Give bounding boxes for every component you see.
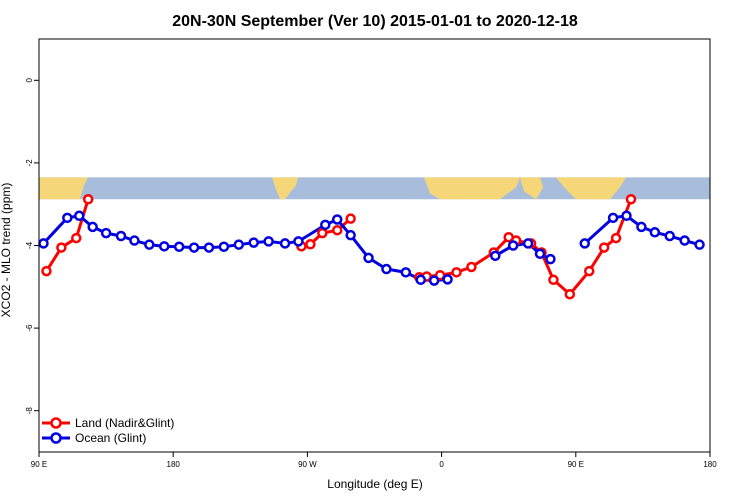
series-1-point-17: [293, 236, 304, 247]
series-0-point-1: [56, 242, 67, 253]
series-points: [38, 193, 705, 300]
series-1-point-30: [534, 248, 546, 260]
map-ocean: [39, 177, 710, 200]
series-1-point-14: [248, 237, 259, 248]
series-0-point-21: [583, 265, 595, 277]
series-1-point-4: [100, 227, 112, 239]
series-1-point-18: [320, 219, 331, 231]
series-1-point-25: [428, 275, 440, 286]
x-tick-label-2: 90 W: [298, 460, 317, 469]
map-land-4: [556, 177, 626, 200]
x-axis-label: Longitude (deg E): [327, 477, 422, 491]
series-1-point-37: [664, 230, 675, 242]
y-tick-label-0: 0: [25, 78, 34, 83]
x-tick-label-3: 0: [439, 460, 444, 469]
series-1-point-29: [522, 238, 534, 249]
legend-item-land: Land (Nadir&Glint): [42, 416, 174, 430]
series-1-point-31: [545, 253, 556, 265]
series-1-point-12: [218, 241, 230, 252]
map-land-0: [39, 177, 88, 200]
x-tick-label-5: 180: [703, 460, 717, 469]
series-1-point-38: [679, 235, 690, 246]
series-1-point-34: [621, 210, 632, 222]
series-1-point-26: [442, 274, 453, 285]
series-0-point-19: [548, 274, 559, 286]
series-1-point-11: [203, 242, 215, 253]
series-1-point-23: [400, 267, 412, 278]
plot-area: [38, 38, 711, 453]
series-1-point-21: [363, 252, 374, 264]
series-1-point-35: [636, 221, 647, 233]
legend-item-ocean: Ocean (Glint): [42, 431, 146, 445]
series-0-point-0: [41, 265, 52, 277]
series-1-point-6: [129, 235, 140, 246]
series-1-point-32: [579, 238, 590, 249]
series-1-point-16: [279, 238, 291, 249]
series-1-point-7: [144, 239, 155, 250]
series-1-point-3: [87, 221, 98, 233]
series-1-point-1: [62, 212, 73, 224]
series-0-point-7: [331, 224, 343, 236]
series-0-point-2: [71, 232, 82, 244]
y-tick-label-3: -6: [25, 324, 34, 332]
series-0-point-23: [610, 232, 622, 244]
x-axis: 90 E 180 90 W 0 90 E 180: [31, 452, 717, 469]
series-0-point-8: [345, 213, 356, 224]
series-1-point-10: [188, 242, 200, 253]
legend-label-land: Land (Nadir&Glint): [75, 416, 174, 430]
y-axis-label: XCO2 - MLO trend (ppm): [0, 183, 13, 318]
series-0-point-5: [305, 239, 316, 250]
y-tick-label-1: -2: [25, 159, 34, 167]
series-1-point-19: [331, 214, 343, 225]
series-1-point-15: [263, 236, 274, 247]
series-1-point-28: [507, 240, 519, 251]
legend: Land (Nadir&Glint) Ocean (Glint): [42, 416, 174, 445]
map-land-1: [272, 177, 298, 200]
series-0-point-3: [82, 193, 94, 205]
x-tick-label-4: 90 E: [568, 460, 584, 469]
series-1-point-24: [415, 274, 426, 286]
x-tick-label-1: 180: [167, 460, 181, 469]
series-0-point-13: [466, 261, 477, 273]
series-1-point-8: [159, 241, 170, 252]
series-1-point-33: [607, 212, 619, 224]
series-1-point-2: [74, 210, 85, 222]
series-0-point-6: [317, 227, 328, 239]
y-tick-label-2: -4: [25, 241, 34, 249]
map-land-2: [424, 177, 520, 200]
series-0-point-20: [564, 288, 576, 300]
series-1-point-36: [649, 227, 661, 238]
plot-frame: [38, 38, 711, 453]
chart-title: 20N-30N September (Ver 10) 2015-01-01 to…: [172, 13, 578, 30]
map-land-3: [520, 177, 543, 200]
series-1-point-9: [173, 241, 185, 252]
series-1-point-13: [233, 239, 245, 250]
legend-label-ocean: Ocean (Glint): [75, 431, 146, 445]
series-1-point-0: [38, 238, 49, 249]
series-1-point-20: [345, 229, 356, 241]
series-0-point-12: [451, 267, 462, 278]
series-0-point-22: [598, 242, 610, 253]
series-0-point-24: [625, 193, 637, 205]
x-tick-label-0: 90 E: [31, 460, 47, 469]
map-band: [39, 177, 710, 200]
y-tick-label-4: -8: [25, 407, 34, 415]
series-1-point-5: [115, 230, 127, 242]
series-1-point-22: [381, 263, 392, 275]
series-1-point-39: [694, 239, 705, 250]
y-axis: 0 -2 -4 -6 -8: [25, 78, 39, 415]
series-1-point-27: [490, 250, 501, 262]
